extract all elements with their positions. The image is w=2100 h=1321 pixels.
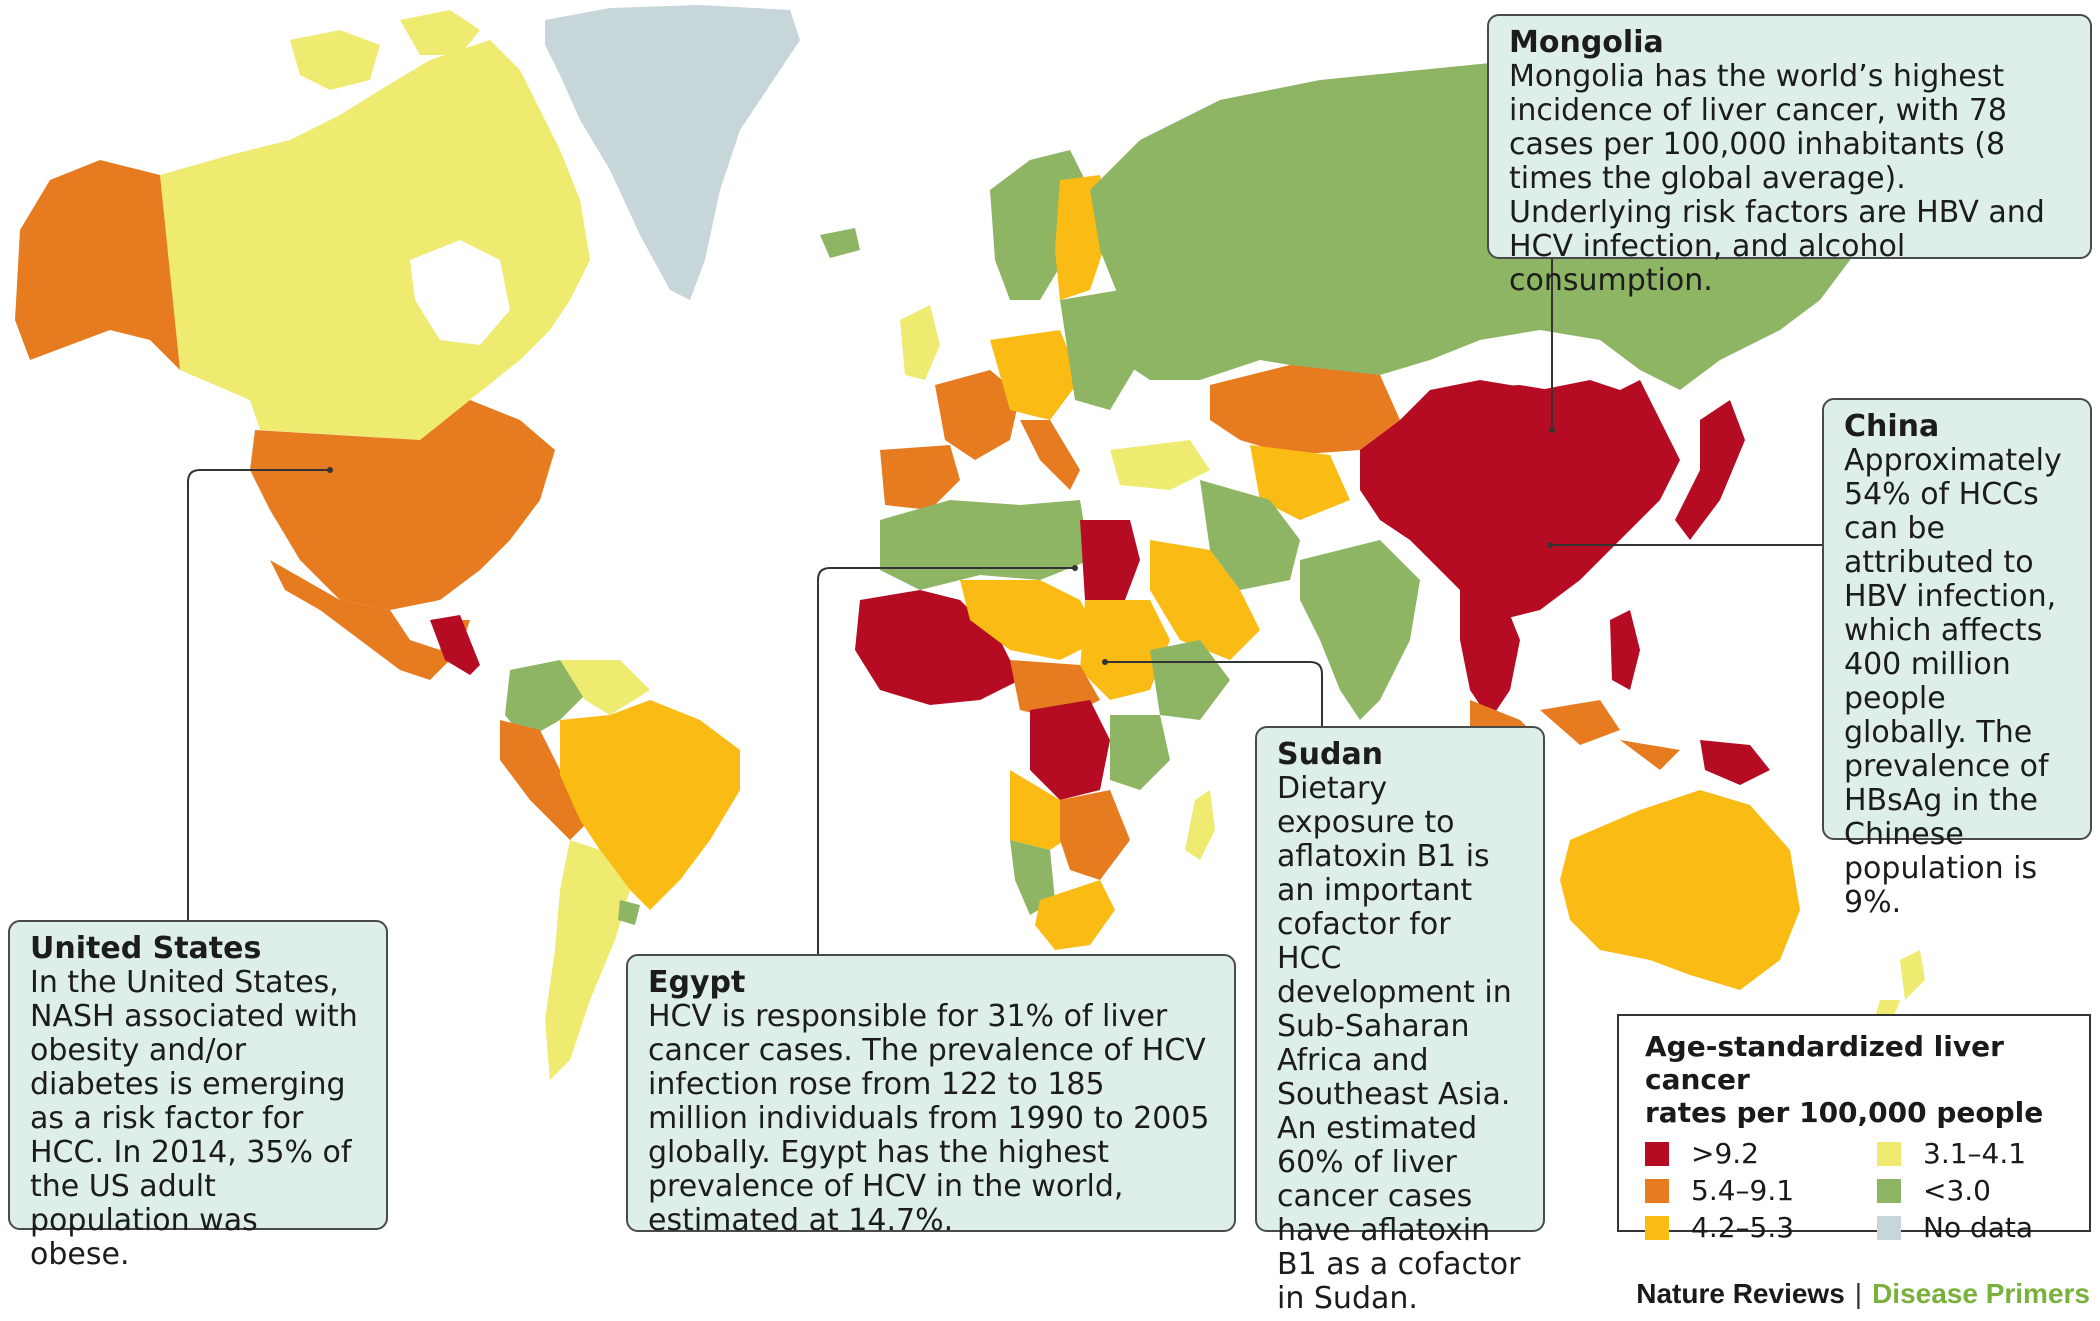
region-philippines	[1610, 610, 1640, 690]
callout-sudan: Sudan Dietary exposure to aflatoxin B1 i…	[1255, 726, 1545, 1316]
legend-label: 3.1–4.1	[1923, 1137, 2027, 1170]
callout-mongolia: Mongolia Mongolia has the world’s highes…	[1487, 14, 2092, 298]
callout-egypt-title: Egypt	[648, 965, 746, 1000]
map-legend: Age-standardized liver cancer rates per …	[1617, 1014, 2091, 1244]
legend-items: >9.2 3.1–4.1 5.4–9.1 <3.0 4.2–5.3 No dat…	[1645, 1137, 2071, 1244]
leader-lines	[187, 259, 1822, 954]
region-png	[1700, 740, 1770, 785]
region-italy	[1020, 420, 1080, 490]
region-central-europe	[990, 330, 1080, 420]
leader-dots	[327, 427, 1555, 665]
region-iran	[1200, 480, 1300, 590]
legend-swatch	[1645, 1141, 1669, 1166]
region-sahel	[960, 580, 1100, 660]
region-ethiopia	[1150, 640, 1230, 720]
region-turkey	[1110, 440, 1210, 490]
callout-mongolia-title: Mongolia	[1509, 25, 1664, 60]
region-south-africa	[1035, 880, 1115, 950]
callout-china-title: China	[1844, 409, 1940, 444]
credit-separator: |	[1854, 1278, 1863, 1309]
region-arctic-islands	[290, 10, 480, 90]
legend-item: 4.2–5.3	[1645, 1211, 1877, 1244]
leader-dot-mongolia	[1549, 427, 1555, 433]
region-se-asia	[1460, 580, 1520, 720]
legend-label: >9.2	[1691, 1137, 1759, 1170]
region-north-africa	[880, 500, 1090, 590]
region-canada	[160, 40, 590, 440]
region-colombia	[505, 660, 590, 740]
legend-swatch	[1877, 1215, 1901, 1240]
region-hudson-bay	[410, 240, 510, 345]
region-japan	[1675, 400, 1745, 540]
region-mongolia	[1440, 385, 1580, 440]
region-uk	[900, 305, 940, 380]
region-australia	[1560, 790, 1800, 990]
leader-dot-china	[1547, 542, 1553, 548]
legend-label: No data	[1923, 1211, 2034, 1244]
region-central-asia	[1250, 445, 1350, 520]
region-argentina	[545, 840, 630, 1080]
callout-china: China Approximately 54% of HCCs can be a…	[1822, 398, 2092, 920]
region-mexico	[270, 560, 470, 680]
legend-item: No data	[1877, 1211, 2077, 1244]
legend-swatch	[1645, 1178, 1669, 1203]
leader-line-us	[187, 469, 330, 920]
legend-label: 5.4–9.1	[1691, 1174, 1795, 1207]
leader-dot-sudan	[1102, 659, 1108, 665]
region-sudan	[1080, 600, 1170, 700]
legend-title-line2: rates per 100,000 people	[1645, 1096, 2044, 1129]
legend-item: 3.1–4.1	[1877, 1137, 2077, 1170]
callout-egypt-body: HCV is responsible for 31% of liver canc…	[648, 999, 1210, 1238]
region-china	[1360, 380, 1680, 620]
region-brazil	[560, 700, 740, 910]
region-venezuela	[560, 660, 650, 715]
credit-series: Disease Primers	[1872, 1278, 2090, 1309]
region-namibia	[1010, 840, 1055, 915]
callout-us-body: In the United States, NASH associated wi…	[30, 965, 358, 1272]
region-indonesia	[1470, 700, 1680, 770]
callout-sudan-body: Dietary exposure to aflatoxin B1 is an i…	[1277, 771, 1521, 1316]
region-kazakhstan	[1210, 365, 1400, 455]
region-mozambique	[1060, 790, 1130, 880]
region-usa	[250, 400, 555, 610]
legend-swatch	[1877, 1178, 1901, 1203]
region-iberia	[880, 445, 960, 510]
callout-united-states: United States In the United States, NASH…	[8, 920, 388, 1272]
callout-china-body: Approximately 54% of HCCs can be attribu…	[1844, 443, 2062, 920]
region-alaska	[15, 160, 180, 370]
region-congo	[1030, 700, 1110, 800]
callout-sudan-title: Sudan	[1277, 737, 1384, 772]
region-india	[1300, 540, 1420, 720]
region-arabia	[1150, 540, 1260, 660]
region-madagascar	[1185, 790, 1215, 860]
leader-dot-egypt	[1072, 565, 1078, 571]
callout-mongolia-body: Mongolia has the world’s highest inciden…	[1509, 59, 2045, 298]
region-egypt	[1080, 520, 1140, 600]
leader-line-egypt	[817, 567, 1075, 954]
legend-swatch	[1877, 1141, 1901, 1166]
callout-us-title: United States	[30, 931, 262, 966]
publisher-credit: Nature Reviews | Disease Primers	[1636, 1278, 2090, 1310]
legend-swatch	[1645, 1215, 1669, 1240]
legend-title-line1: Age-standardized liver cancer	[1645, 1030, 2004, 1096]
region-uruguay	[618, 900, 640, 925]
leader-line-sudan	[1105, 661, 1323, 726]
legend-item: >9.2	[1645, 1137, 1877, 1170]
leader-dot-us	[327, 467, 333, 473]
legend-label: 4.2–5.3	[1691, 1211, 1795, 1244]
callout-egypt: Egypt HCV is responsible for 31% of live…	[626, 954, 1236, 1238]
region-iceland	[820, 228, 860, 258]
region-greenland	[545, 5, 800, 300]
legend-label: <3.0	[1923, 1174, 1991, 1207]
region-peru	[500, 720, 590, 840]
region-east-africa	[1110, 715, 1170, 790]
region-central-america	[430, 615, 480, 675]
legend-item: <3.0	[1877, 1174, 2077, 1207]
region-western-europe	[935, 370, 1020, 460]
credit-journal: Nature Reviews	[1636, 1278, 1845, 1309]
legend-item: 5.4–9.1	[1645, 1174, 1877, 1207]
